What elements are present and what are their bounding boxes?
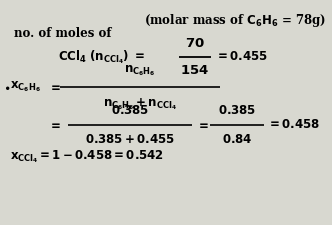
Text: $\mathbf{= 0.458}$: $\mathbf{= 0.458}$ bbox=[267, 119, 320, 131]
Text: (molar mass of $\mathbf{C_6H_6}$ = 78g): (molar mass of $\mathbf{C_6H_6}$ = 78g) bbox=[144, 12, 326, 29]
Text: $\mathbf{n_{C_6H_6} + n_{CCl_4}}$: $\mathbf{n_{C_6H_6} + n_{CCl_4}}$ bbox=[103, 96, 177, 112]
Text: $\mathbf{x_{CCl_4}}$$\mathbf{ = 1 - 0.458 = 0.542}$: $\mathbf{x_{CCl_4}}$$\mathbf{ = 1 - 0.45… bbox=[10, 149, 164, 165]
Text: $\bullet$: $\bullet$ bbox=[3, 81, 10, 94]
Text: $\mathbf{=}$: $\mathbf{=}$ bbox=[48, 119, 61, 131]
Text: $\mathbf{CCl_4}$ $\mathbf{(n_{CCl_4})}$ $\mathbf{=}$: $\mathbf{CCl_4}$ $\mathbf{(n_{CCl_4})}$ … bbox=[58, 48, 145, 66]
Text: $\mathbf{0.385 + 0.455}$: $\mathbf{0.385 + 0.455}$ bbox=[85, 133, 175, 146]
Text: $\mathbf{=}$: $\mathbf{=}$ bbox=[196, 119, 209, 131]
Text: $\mathbf{0.385}$: $\mathbf{0.385}$ bbox=[218, 104, 256, 117]
Text: $\mathbf{x_{C_6H_6}}$: $\mathbf{x_{C_6H_6}}$ bbox=[10, 80, 41, 94]
Text: $\mathbf{=}$: $\mathbf{=}$ bbox=[48, 81, 61, 94]
Text: $\mathbf{n_{C_6H_6}}$: $\mathbf{n_{C_6H_6}}$ bbox=[124, 63, 156, 78]
Text: $\mathbf{0.84}$: $\mathbf{0.84}$ bbox=[222, 133, 252, 146]
Text: no. of moles of: no. of moles of bbox=[14, 27, 112, 40]
Text: $\mathbf{70}$: $\mathbf{70}$ bbox=[185, 37, 205, 50]
Text: $\mathbf{0.385}$: $\mathbf{0.385}$ bbox=[111, 104, 149, 117]
Text: $\mathbf{= 0.455}$: $\mathbf{= 0.455}$ bbox=[215, 50, 268, 63]
Text: $\mathbf{154}$: $\mathbf{154}$ bbox=[181, 64, 209, 77]
